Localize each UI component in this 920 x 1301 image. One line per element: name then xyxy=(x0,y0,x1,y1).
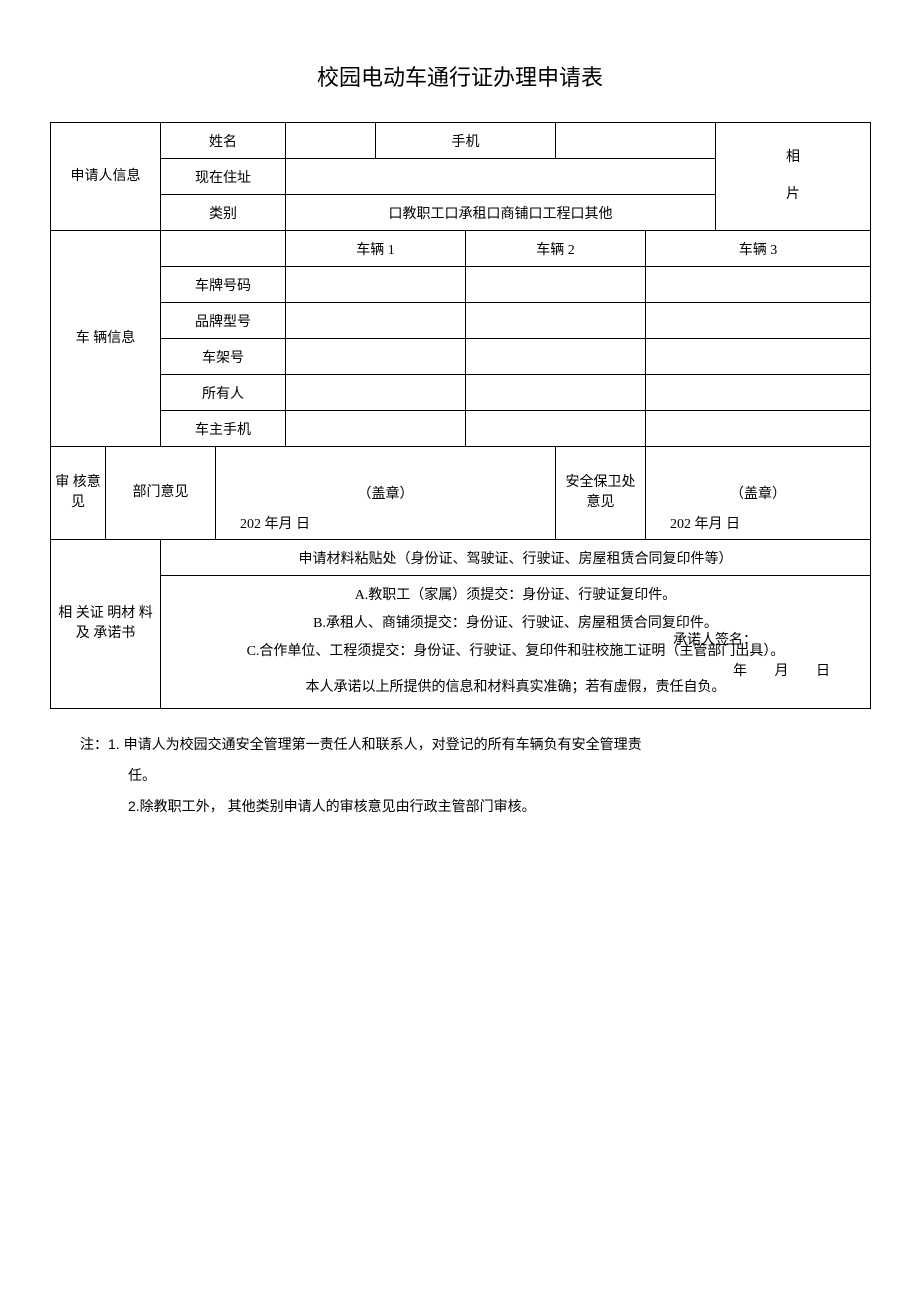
plate-field-3[interactable] xyxy=(646,267,871,303)
category-options[interactable]: 口教职工口承租口商铺口工程口其他 xyxy=(286,195,716,231)
sign-date: 年 月 日 xyxy=(673,657,830,688)
brand-label: 品牌型号 xyxy=(161,303,286,339)
security-stamp-date: 202 年月 日 xyxy=(650,513,866,533)
phone-label: 手机 xyxy=(376,123,556,159)
security-opinion-label: 安全保卫处意见 xyxy=(556,447,646,540)
materials-header: 申请材料粘贴处（身份证、驾驶证、行驶证、房屋租赁合同复印件等） xyxy=(161,540,871,576)
name-label: 姓名 xyxy=(161,123,286,159)
brand-field-3[interactable] xyxy=(646,303,871,339)
vehicle-col2-header: 车辆 2 xyxy=(466,231,646,267)
materials-line-a: A.教职工（家属）须提交：身份证、行驶证复印件。 xyxy=(165,582,866,610)
plate-label: 车牌号码 xyxy=(161,267,286,303)
dept-stamp-text: （盖章） xyxy=(220,483,551,503)
materials-body: A.教职工（家属）须提交：身份证、行驶证复印件。 B.承租人、商铺须提交：身份证… xyxy=(161,576,871,709)
phone-field[interactable] xyxy=(556,123,716,159)
sign-label: 承诺人签名： xyxy=(673,626,830,657)
address-label: 现在住址 xyxy=(161,159,286,195)
materials-section-label: 相 关证 明材 料及 承诺书 xyxy=(51,540,161,709)
plate-field-2[interactable] xyxy=(466,267,646,303)
notes-section: 注：1. 申请人为校园交通安全管理第一责任人和联系人，对登记的所有车辆负有安全管… xyxy=(50,729,870,821)
owner-phone-field-2[interactable] xyxy=(466,411,646,447)
vin-field-1[interactable] xyxy=(286,339,466,375)
application-form-table: 申请人信息 姓名 手机 相 片 现在住址 类别 口教职工口承租口商铺口工程口其他… xyxy=(50,122,871,709)
page-title: 校园电动车通行证办理申请表 xyxy=(50,60,870,92)
security-stamp-text: （盖章） xyxy=(650,483,866,503)
category-label: 类别 xyxy=(161,195,286,231)
vehicle-section-label: 车 辆信息 xyxy=(51,231,161,447)
owner-phone-field-3[interactable] xyxy=(646,411,871,447)
brand-field-1[interactable] xyxy=(286,303,466,339)
vehicle-blank-header xyxy=(161,231,286,267)
vehicle-col3-header: 车辆 3 xyxy=(646,231,871,267)
owner-field-1[interactable] xyxy=(286,375,466,411)
note-1: 注：1. 申请人为校园交通安全管理第一责任人和联系人，对登记的所有车辆负有安全管… xyxy=(80,729,840,760)
name-field[interactable] xyxy=(286,123,376,159)
brand-field-2[interactable] xyxy=(466,303,646,339)
owner-label: 所有人 xyxy=(161,375,286,411)
plate-field-1[interactable] xyxy=(286,267,466,303)
dept-opinion-label: 部门意见 xyxy=(106,447,216,540)
vin-label: 车架号 xyxy=(161,339,286,375)
vin-field-2[interactable] xyxy=(466,339,646,375)
address-field[interactable] xyxy=(286,159,716,195)
applicant-section-label: 申请人信息 xyxy=(51,123,161,231)
review-section-label: 审 核意见 xyxy=(51,447,106,540)
note-2: 2.除教职工外， 其他类别申请人的审核意见由行政主管部门审核。 xyxy=(80,791,840,822)
owner-phone-label: 车主手机 xyxy=(161,411,286,447)
owner-field-2[interactable] xyxy=(466,375,646,411)
photo-label-2: 片 xyxy=(720,177,866,213)
security-stamp-area[interactable]: （盖章） 202 年月 日 xyxy=(646,447,871,540)
owner-field-3[interactable] xyxy=(646,375,871,411)
owner-phone-field-1[interactable] xyxy=(286,411,466,447)
note-1b: 任。 xyxy=(80,760,840,791)
vin-field-3[interactable] xyxy=(646,339,871,375)
dept-stamp-date: 202 年月 日 xyxy=(220,513,551,533)
photo-area: 相 片 xyxy=(716,123,871,231)
photo-label-1: 相 xyxy=(720,140,866,176)
vehicle-col1-header: 车辆 1 xyxy=(286,231,466,267)
dept-stamp-area[interactable]: （盖章） 202 年月 日 xyxy=(216,447,556,540)
